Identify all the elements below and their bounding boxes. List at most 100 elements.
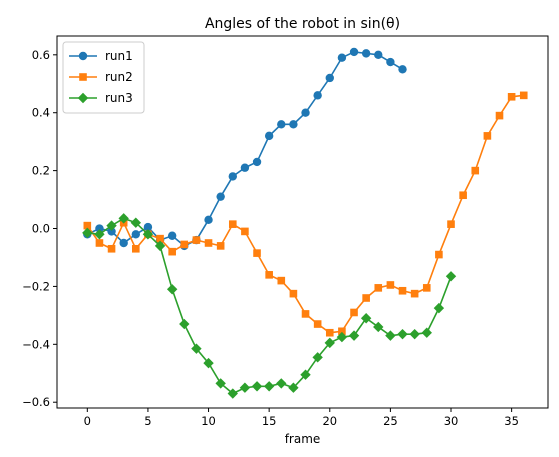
data-point-run2 — [301, 310, 310, 318]
data-point-run2 — [362, 294, 370, 302]
data-point-run1 — [374, 50, 383, 60]
data-point-run3 — [300, 369, 311, 380]
data-point-run1 — [386, 57, 395, 67]
data-point-run3 — [191, 343, 202, 354]
data-point-run2 — [495, 111, 504, 120]
data-point-run2 — [107, 244, 116, 253]
y-tick-label: 0.4 — [32, 106, 50, 120]
data-point-run2 — [204, 239, 213, 247]
data-point-run2 — [95, 239, 104, 247]
x-tick-label: 5 — [144, 414, 151, 428]
data-point-run3 — [166, 284, 178, 295]
data-point-run2 — [83, 221, 92, 230]
legend-item-run2: run2 — [69, 70, 133, 84]
data-point-run1 — [107, 227, 116, 236]
data-point-run1 — [349, 47, 359, 57]
data-point-run3 — [421, 327, 432, 338]
data-point-run2 — [410, 289, 419, 298]
data-point-run1 — [277, 120, 286, 129]
legend-label: run2 — [105, 70, 133, 84]
axes: 0 5 10 15 20 25 30 35 −0.6 −0.4 −0.2 0.0 0.2 0.4 0.6 — [22, 35, 549, 428]
data-point-run1 — [301, 108, 310, 117]
data-point-run2 — [398, 286, 407, 295]
data-point-run1 — [398, 65, 407, 74]
data-point-run1 — [337, 53, 347, 62]
data-point-run1 — [95, 224, 104, 233]
y-tick-label: −0.6 — [22, 395, 50, 409]
data-point-run2 — [228, 220, 237, 228]
data-point-run2 — [168, 247, 176, 256]
data-point-run1 — [289, 120, 298, 129]
data-point-run2 — [483, 132, 492, 140]
data-point-run2 — [325, 328, 334, 337]
data-point-run2 — [459, 191, 467, 200]
data-point-run3 — [312, 352, 323, 363]
axes-frame — [56, 35, 549, 409]
series-run3 — [82, 213, 457, 399]
data-point-run3 — [203, 357, 214, 369]
data-point-run1 — [252, 157, 262, 167]
y-tick-label: 0.6 — [32, 48, 50, 62]
data-point-run2 — [447, 220, 455, 228]
data-point-run3 — [433, 302, 445, 314]
data-point-run3 — [385, 330, 396, 341]
data-point-run2 — [180, 240, 189, 249]
x-tick-label: 25 — [383, 414, 398, 428]
data-point-run3 — [336, 331, 348, 343]
data-point-run3 — [82, 227, 93, 239]
data-point-run3 — [348, 330, 360, 341]
data-point-run2 — [507, 92, 516, 101]
legend-label: run3 — [105, 91, 133, 105]
data-point-run1 — [240, 163, 250, 172]
x-tick-label: 30 — [444, 414, 459, 428]
legend-marker — [77, 92, 89, 104]
y-tick-label: 0.2 — [32, 164, 50, 178]
data-point-run1 — [325, 73, 334, 83]
data-point-run3 — [397, 328, 408, 340]
data-point-run2 — [156, 234, 164, 243]
data-point-run2 — [350, 308, 358, 317]
y-tick-label: −0.4 — [22, 337, 50, 351]
y-tick-label: −0.2 — [22, 279, 50, 293]
data-point-run2 — [132, 244, 140, 253]
data-point-run3 — [360, 313, 372, 324]
data-point-run3 — [276, 378, 287, 389]
x-tick-label: 35 — [504, 414, 519, 428]
data-point-run3 — [94, 229, 105, 240]
legend: run1 run2 run3 — [62, 41, 145, 114]
data-point-run3 — [445, 271, 457, 282]
x-axis-title: frame — [285, 432, 321, 446]
data-point-run2 — [435, 250, 443, 259]
data-point-run2 — [277, 276, 286, 285]
x-tick-label: 15 — [262, 414, 277, 428]
data-point-run3 — [215, 378, 226, 389]
data-point-run3 — [154, 240, 166, 252]
data-point-run3 — [409, 328, 420, 340]
series-run1 — [83, 47, 407, 251]
data-point-run1 — [313, 91, 322, 100]
legend-marker — [78, 51, 88, 61]
data-point-run1 — [216, 192, 225, 201]
data-point-run2 — [192, 236, 201, 244]
data-point-run2 — [241, 227, 249, 236]
data-point-run2 — [386, 281, 395, 289]
data-point-run3 — [239, 382, 251, 393]
data-point-run2 — [289, 289, 298, 298]
chart-title: Angles of the robot in sin(θ) — [205, 16, 400, 32]
data-point-run2 — [471, 166, 480, 175]
data-point-run3 — [324, 337, 335, 349]
legend-label: run1 — [105, 49, 133, 63]
legend-item-run1: run1 — [69, 49, 133, 63]
data-point-run1 — [131, 230, 141, 239]
y-tick-label: 0.0 — [32, 222, 50, 236]
data-point-run2 — [338, 327, 346, 336]
data-point-run1 — [143, 222, 153, 232]
data-point-run2 — [313, 320, 322, 328]
data-point-run2 — [374, 284, 383, 292]
x-tick-label: 0 — [84, 414, 91, 428]
data-point-run1 — [167, 231, 177, 240]
data-point-run3 — [130, 217, 142, 228]
data-point-run2 — [265, 271, 273, 279]
data-point-run1 — [228, 172, 237, 181]
